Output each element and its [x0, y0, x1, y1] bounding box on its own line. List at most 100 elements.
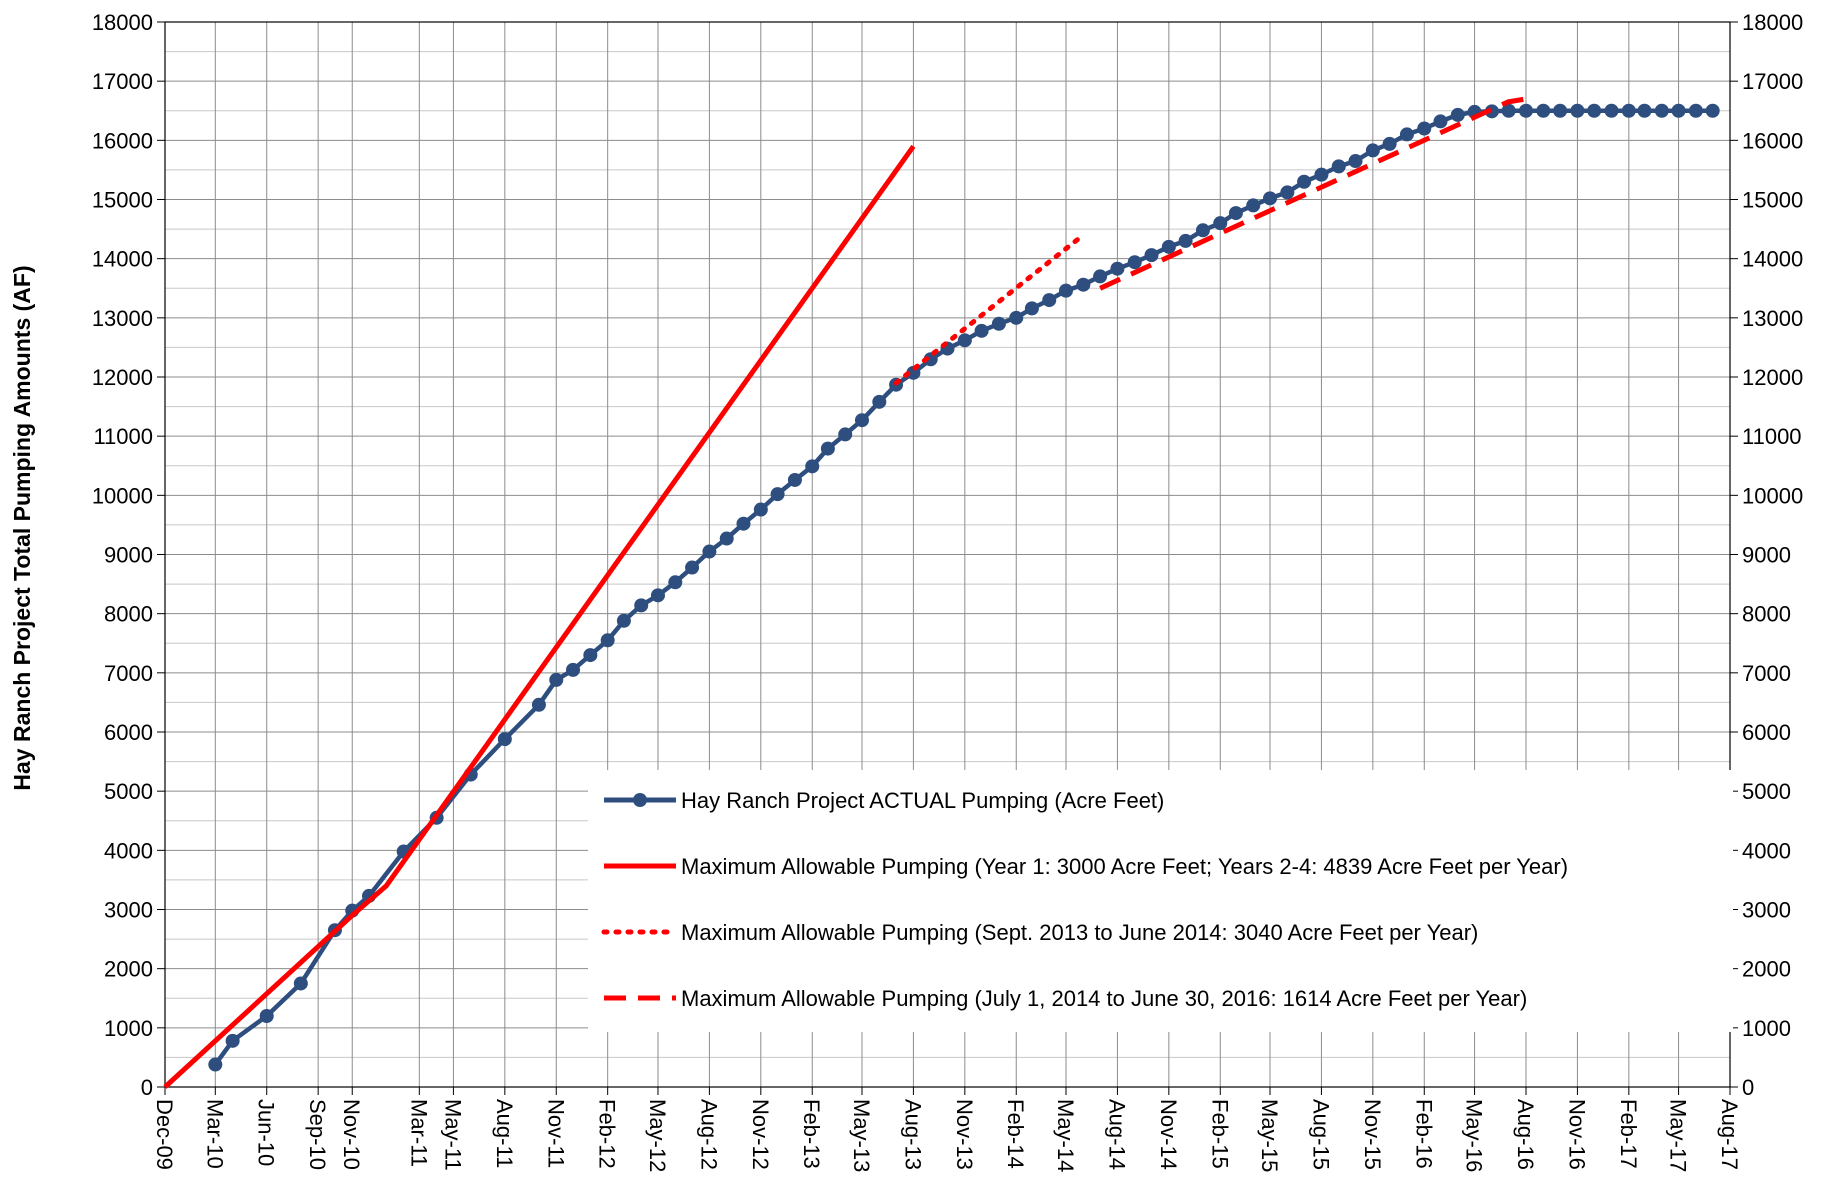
x-tick-label: Nov-14 — [1156, 1099, 1181, 1170]
data-point — [974, 323, 989, 338]
data-point — [872, 394, 887, 409]
data-point — [1570, 103, 1585, 118]
y-tick-label-right: 12000 — [1742, 365, 1803, 390]
y-tick-label-left: 11000 — [93, 424, 153, 449]
y-tick-label-left: 0 — [141, 1075, 153, 1100]
y-tick-label-right: 1000 — [1742, 1016, 1791, 1041]
y-tick-label-left: 14000 — [92, 247, 153, 272]
data-point — [1587, 103, 1602, 118]
data-point — [225, 1033, 240, 1048]
series-line-4 — [1099, 96, 1527, 291]
x-tick-label: May-17 — [1666, 1099, 1691, 1172]
data-point — [854, 413, 869, 428]
data-point — [616, 613, 631, 628]
data-point — [1024, 301, 1039, 316]
data-point — [293, 976, 308, 991]
data-point — [1127, 255, 1142, 270]
x-tick-label: Aug-11 — [492, 1099, 517, 1168]
data-point — [600, 633, 615, 648]
y-tick-label-right: 13000 — [1742, 306, 1803, 331]
data-point — [650, 588, 665, 603]
data-point — [805, 459, 820, 474]
y-tick-label-right: 7000 — [1742, 661, 1791, 686]
legend: Hay Ranch Project ACTUAL Pumping (Acre F… — [588, 770, 1733, 1032]
x-tick-label: Aug-17 — [1717, 1099, 1742, 1170]
data-point — [1228, 206, 1243, 221]
y-axis-label: Hay Ranch Project Total Pumping Amounts … — [9, 265, 35, 790]
data-point — [770, 487, 785, 502]
series-line-2 — [163, 144, 916, 1089]
x-tick-label: May-13 — [849, 1099, 874, 1172]
y-tick-label-right: 4000 — [1742, 838, 1791, 863]
y-tick-label-left: 1000 — [104, 1016, 153, 1041]
data-point — [1178, 233, 1193, 248]
y-tick-label-left: 5000 — [104, 779, 153, 804]
y-tick-label-left: 3000 — [104, 898, 153, 923]
data-point — [1058, 283, 1073, 298]
x-tick-label: Mar-11 — [406, 1099, 431, 1167]
y-tick-label-left: 8000 — [104, 602, 153, 627]
data-point — [531, 697, 546, 712]
x-tick-label: Feb-17 — [1616, 1099, 1641, 1169]
y-tick-label-right: 5000 — [1742, 779, 1791, 804]
data-point — [1280, 185, 1295, 200]
y-tick-label-right: 6000 — [1742, 720, 1791, 745]
data-point — [549, 672, 564, 687]
data-point — [1076, 277, 1091, 292]
x-tick-label: Nov-12 — [748, 1099, 773, 1170]
y-tick-label-left: 13000 — [92, 306, 153, 331]
y-tick-label-left: 4000 — [104, 838, 153, 863]
x-tick-label: Nov-13 — [952, 1099, 977, 1170]
y-tick-label-right: 10000 — [1742, 483, 1803, 508]
x-tick-label: Nov-11 — [543, 1099, 568, 1168]
x-tick-label: May-15 — [1257, 1099, 1282, 1172]
y-tick-label-right: 17000 — [1742, 69, 1803, 94]
y-tick-label-right: 9000 — [1742, 543, 1791, 568]
y-tick-label-left: 6000 — [104, 720, 153, 745]
x-tick-label: Feb-12 — [595, 1099, 620, 1169]
data-point — [1297, 174, 1312, 189]
x-tick-label: Jun-10 — [254, 1099, 279, 1166]
data-point — [497, 732, 512, 747]
data-point — [1399, 127, 1414, 142]
x-tick-label: Aug-12 — [696, 1099, 721, 1170]
series-line-3 — [893, 232, 1086, 386]
data-point — [1365, 143, 1380, 158]
x-tick-label: Feb-14 — [1003, 1099, 1028, 1169]
x-tick-label: Nov-10 — [339, 1099, 364, 1170]
data-point — [259, 1009, 274, 1023]
data-point — [1688, 103, 1703, 118]
data-point — [1314, 167, 1329, 182]
legend-label-3: Maximum Allowable Pumping (Sept. 2013 to… — [681, 920, 1478, 945]
data-point — [1604, 103, 1619, 118]
data-point — [1009, 310, 1024, 325]
legend-label-2: Maximum Allowable Pumping (Year 1: 3000 … — [681, 854, 1568, 879]
x-tick-label: Aug-16 — [1513, 1099, 1538, 1170]
data-point — [787, 472, 802, 487]
plot-frame — [164, 21, 1731, 1088]
data-point — [1433, 114, 1448, 129]
y-tick-label-right: 14000 — [1742, 247, 1803, 272]
data-point — [1621, 103, 1636, 118]
series-layer — [163, 96, 1720, 1089]
data-point — [957, 333, 972, 348]
x-tick-label: May-11 — [440, 1099, 465, 1171]
data-point — [736, 516, 751, 531]
data-point — [753, 502, 768, 517]
data-point — [1705, 103, 1720, 118]
y-tick-label-left: 18000 — [92, 10, 153, 35]
data-point — [208, 1057, 223, 1072]
x-tick-label: Nov-16 — [1564, 1099, 1589, 1170]
data-point — [1263, 191, 1278, 206]
y-tick-label-left: 7000 — [104, 661, 153, 686]
y-tick-label-right: 2000 — [1742, 957, 1791, 982]
data-point — [719, 531, 734, 546]
data-point — [566, 662, 581, 677]
y-tick-label-left: 12000 — [92, 365, 153, 390]
y-tick-label-left: 16000 — [92, 128, 153, 153]
y-tick-label-left: 10000 — [92, 483, 153, 508]
data-point — [634, 598, 649, 613]
data-point — [1637, 103, 1652, 118]
data-point — [1348, 154, 1363, 169]
data-point — [991, 316, 1006, 331]
